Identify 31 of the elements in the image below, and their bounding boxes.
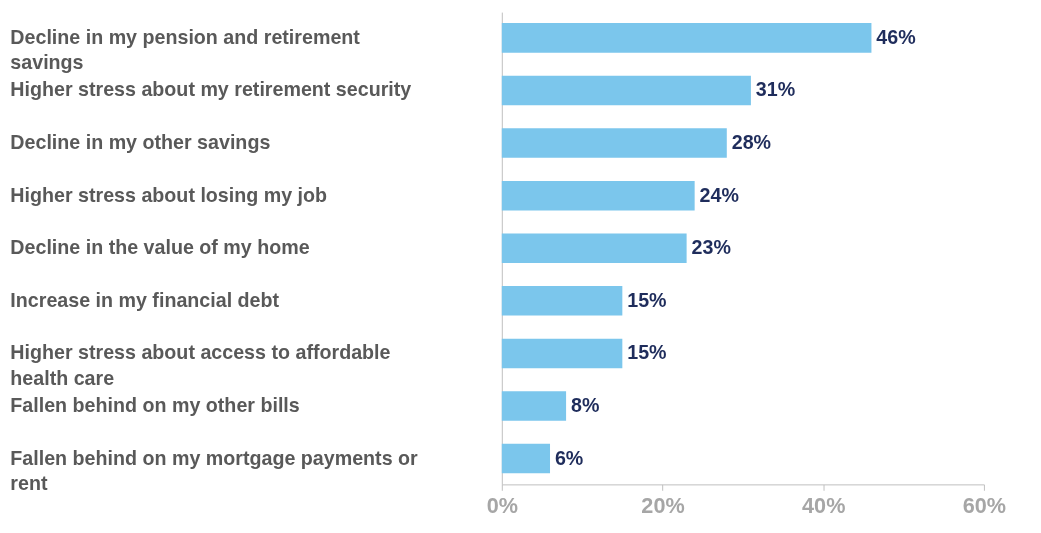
y-tick-label: Higher stress about my retirement security xyxy=(10,78,412,101)
y-tick-label: Decline in the value of my home xyxy=(10,236,310,259)
x-tick-label: 60% xyxy=(962,493,1007,519)
bar xyxy=(501,180,695,211)
x-tick-label: 20% xyxy=(641,493,685,519)
data-label: 31% xyxy=(755,78,796,101)
y-tick-label: Fallen behind on my mortgage payments or rent xyxy=(10,446,419,495)
data-label: 15% xyxy=(627,288,667,311)
bar xyxy=(501,128,727,158)
y-tick-label: Higher stress about access to affordable health care xyxy=(10,341,391,389)
bar xyxy=(501,338,623,369)
data-label: 46% xyxy=(876,25,916,48)
bar xyxy=(501,23,872,53)
y-tick-label: Decline in my pension and retirement savings xyxy=(10,25,361,74)
data-label: 23% xyxy=(691,236,731,259)
data-label: 15% xyxy=(627,341,667,364)
x-tick-label: 0% xyxy=(486,493,518,519)
y-tick-label: Fallen behind on my other bills xyxy=(10,393,300,416)
data-label: 8% xyxy=(571,393,600,416)
data-label: 24% xyxy=(699,183,739,206)
bar xyxy=(501,75,751,106)
bar xyxy=(501,286,623,316)
y-tick-label: Increase in my financial debt xyxy=(10,288,280,311)
x-tick-label: 40% xyxy=(802,493,846,519)
data-label: 6% xyxy=(554,446,584,469)
data-label: 28% xyxy=(731,130,772,153)
y-tick-label: Higher stress about losing my job xyxy=(10,183,328,206)
y-tick-label: Decline in my other savings xyxy=(10,130,271,153)
bar xyxy=(501,443,551,474)
bar xyxy=(501,391,567,421)
bar xyxy=(501,233,687,263)
